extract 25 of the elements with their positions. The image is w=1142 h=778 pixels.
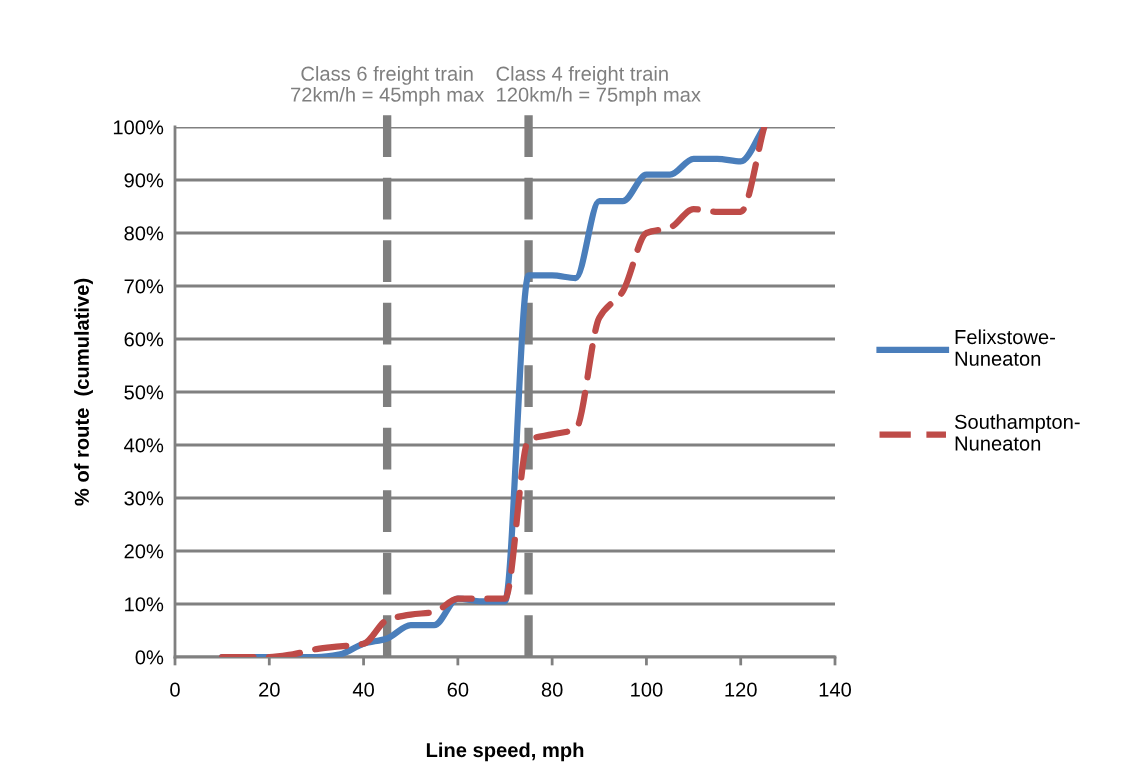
y-tick-label: 100% [113, 120, 164, 135]
x-tick-label: 80 [541, 682, 563, 697]
y-tick-label: 20% [124, 544, 164, 559]
y-tick-label: 0% [135, 650, 164, 665]
ref-line-label: Class 4 freight train 120km/h = 75mph max [496, 66, 701, 106]
legend-label: Felixstowe- Nuneaton [955, 329, 1055, 366]
y-tick-label: 40% [124, 438, 164, 453]
y-tick-label: 70% [124, 279, 164, 294]
y-axis-title: % of route (cumulative) [74, 278, 93, 506]
x-axis-title: Line speed, mph [426, 742, 584, 762]
legend-label: Southampton- Nuneaton [954, 414, 1080, 451]
y-tick-label: 60% [124, 332, 164, 347]
y-tick-label: 30% [124, 491, 164, 506]
x-tick-label: 40 [352, 682, 374, 697]
x-tick-label: 0 [170, 682, 180, 697]
x-tick-label: 20 [259, 682, 280, 697]
y-tick-label: 80% [124, 226, 164, 241]
y-tick-label: 10% [125, 597, 164, 612]
y-tick-label: 50% [124, 385, 164, 400]
x-tick-label: 120 [725, 682, 757, 697]
x-tick-label: 140 [819, 682, 852, 697]
x-tick-label: 100 [631, 682, 663, 697]
ref-line-label: Class 6 freight train 72km/h = 45mph max [291, 66, 485, 106]
x-tick-label: 60 [447, 682, 469, 697]
y-tick-label: 90% [124, 173, 164, 188]
